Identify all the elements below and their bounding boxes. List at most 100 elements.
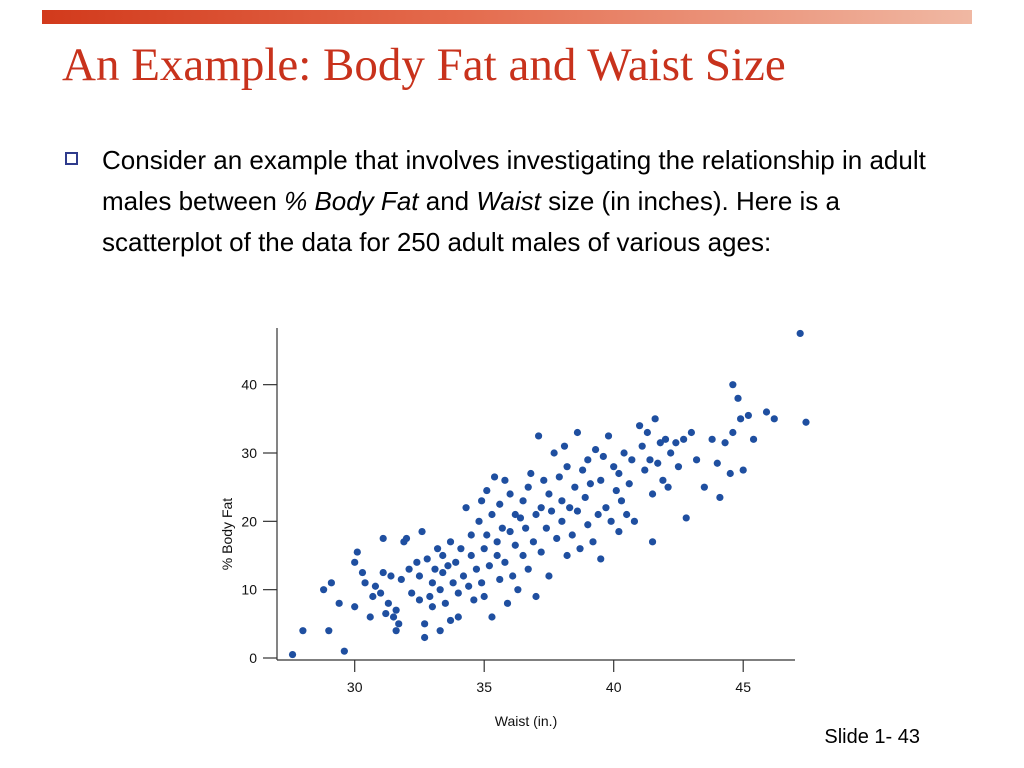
data-point (532, 510, 540, 519)
data-point (467, 551, 475, 560)
data-point (351, 603, 359, 611)
data-point (506, 527, 514, 536)
data-point (646, 456, 654, 464)
data-point (737, 415, 745, 423)
y-tick-label: 20 (241, 513, 257, 529)
data-point (514, 586, 522, 594)
data-point (713, 459, 721, 467)
data-point (734, 394, 742, 402)
data-point (472, 565, 481, 573)
data-point (511, 541, 519, 549)
data-point (431, 565, 439, 573)
data-point (680, 435, 688, 443)
data-point (610, 463, 618, 471)
data-point (542, 524, 550, 532)
data-point (659, 476, 667, 484)
data-point (584, 456, 592, 464)
data-point (721, 439, 729, 447)
data-point (483, 531, 491, 539)
data-point (558, 497, 566, 505)
data-point (700, 483, 708, 491)
data-point (762, 408, 771, 416)
data-point (459, 572, 468, 580)
data-point (421, 620, 429, 628)
data-point (395, 620, 403, 628)
data-point (547, 507, 556, 515)
data-point (692, 456, 701, 464)
data-point (708, 435, 716, 443)
data-point (571, 483, 579, 491)
bullet-paragraph: Consider an example that involves invest… (62, 140, 942, 263)
data-point (351, 558, 359, 566)
data-point (392, 627, 400, 635)
data-point (449, 579, 457, 587)
data-point (496, 500, 504, 508)
x-tick-label: 30 (347, 679, 363, 695)
data-point (379, 568, 387, 577)
data-point (643, 428, 651, 437)
y-tick-label: 0 (249, 650, 257, 666)
data-point (377, 589, 385, 597)
data-point (553, 534, 561, 543)
data-point (327, 579, 335, 587)
data-point (617, 497, 626, 505)
data-point (516, 514, 525, 522)
y-tick-label: 40 (241, 377, 257, 393)
data-point (379, 534, 387, 543)
data-point (615, 527, 623, 536)
data-point (358, 568, 367, 577)
y-tick-label: 10 (241, 582, 257, 598)
data-point (674, 463, 683, 471)
data-point (415, 572, 424, 580)
data-point (369, 592, 377, 601)
data-point (532, 592, 540, 601)
data-point (630, 517, 639, 525)
data-point (636, 422, 644, 430)
data-point (607, 517, 615, 525)
data-point (687, 428, 695, 437)
data-point (597, 555, 605, 563)
data-point (796, 329, 804, 338)
data-point (483, 486, 491, 495)
data-point (478, 579, 486, 587)
data-point (568, 531, 576, 539)
data-point (493, 551, 501, 560)
data-point (584, 521, 592, 529)
data-point (648, 490, 657, 498)
data-point (628, 456, 636, 464)
data-point (648, 538, 657, 546)
data-point (563, 551, 571, 560)
data-point (299, 627, 307, 635)
data-point (509, 572, 517, 580)
slide-title: An Example: Body Fat and Waist Size (62, 39, 786, 91)
data-point (415, 596, 424, 604)
data-point (488, 613, 496, 621)
data-point (433, 545, 442, 553)
data-point (320, 586, 328, 594)
data-point (579, 466, 587, 474)
data-point (527, 469, 535, 478)
data-point (529, 538, 538, 546)
data-point (534, 432, 543, 440)
x-tick-label: 45 (735, 679, 751, 695)
data-point (726, 469, 734, 478)
data-point (560, 442, 569, 450)
data-point (563, 463, 571, 471)
data-point (573, 428, 582, 437)
data-point (413, 558, 421, 566)
slide-number: Slide 1- 43 (824, 726, 920, 748)
data-point (511, 510, 519, 519)
data-point (428, 579, 436, 587)
data-point (446, 616, 455, 625)
data-point (366, 613, 374, 621)
data-point (524, 483, 532, 491)
data-point (682, 514, 690, 522)
data-point (392, 606, 400, 614)
data-point (555, 473, 563, 481)
data-point (638, 442, 646, 450)
data-point (501, 476, 509, 484)
data-point (436, 627, 444, 635)
data-point (524, 565, 532, 573)
data-point (325, 627, 333, 635)
data-point (545, 572, 553, 580)
